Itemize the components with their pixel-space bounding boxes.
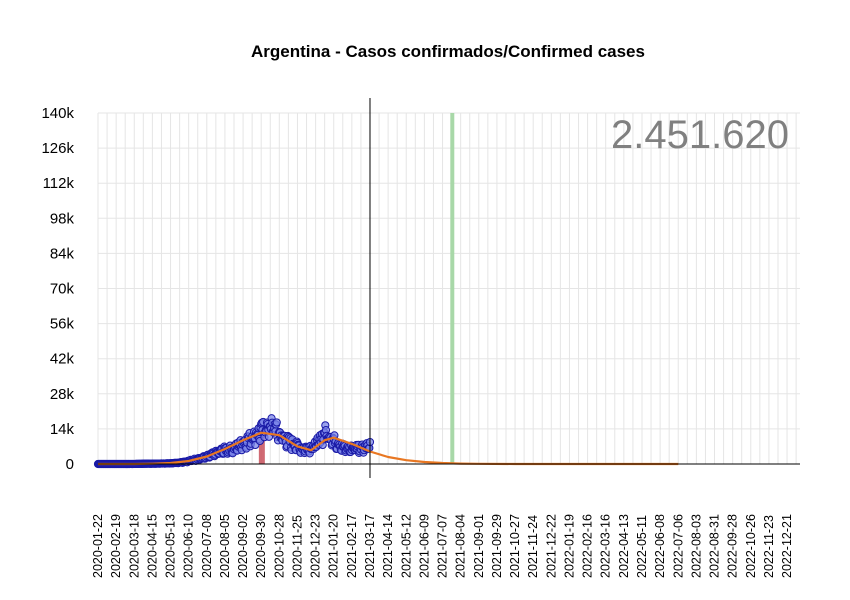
x-tick-label: 2020-02-19 <box>109 514 123 578</box>
x-tick-label: 2020-04-15 <box>145 514 159 578</box>
x-tick-label: 2022-08-03 <box>689 514 703 578</box>
x-tick-label: 2022-06-08 <box>653 514 667 578</box>
y-tick-label: 28k <box>50 386 75 403</box>
case-point <box>272 418 281 427</box>
x-tick-label: 2022-08-31 <box>708 514 722 578</box>
x-tick-label: 2020-09-30 <box>254 514 268 578</box>
x-tick-label: 2021-09-29 <box>490 514 504 578</box>
axes <box>98 98 800 478</box>
x-tick-label: 2022-02-16 <box>581 514 595 578</box>
x-tick-label: 2021-01-20 <box>327 514 341 578</box>
x-tick-label: 2021-05-12 <box>399 514 413 578</box>
x-tick-label: 2022-01-19 <box>562 514 576 578</box>
y-tick-label: 126k <box>41 140 74 157</box>
x-tick-label: 2020-06-10 <box>182 514 196 578</box>
y-tick-label: 84k <box>50 245 75 262</box>
x-tick-label: 2020-11-25 <box>290 515 304 578</box>
highlight-band <box>450 113 455 464</box>
y-tick-label: 0 <box>66 456 74 473</box>
x-tick-label: 2022-04-13 <box>617 514 631 578</box>
x-tick-label: 2021-02-17 <box>345 514 359 578</box>
x-tick-label: 2021-07-07 <box>436 514 450 578</box>
total-cases-label: 2.451.620 <box>611 113 789 157</box>
x-tick-label: 2021-11-24 <box>526 515 540 578</box>
x-tick-label: 2022-10-26 <box>744 514 758 578</box>
x-tick-label: 2020-09-02 <box>236 514 250 578</box>
y-tick-label: 56k <box>50 316 75 333</box>
x-tick-label: 2020-03-18 <box>127 514 141 578</box>
x-tick-label: 2021-12-22 <box>544 514 558 578</box>
y-tick-label: 70k <box>50 281 75 298</box>
x-tick-label: 2021-03-17 <box>363 514 377 578</box>
x-tick-label: 2021-09-01 <box>472 514 486 578</box>
x-tick-label: 2022-12-21 <box>780 514 794 578</box>
y-tick-label: 98k <box>50 210 75 227</box>
x-tick-label: 2021-10-27 <box>508 514 522 578</box>
x-tick-label: 2020-01-22 <box>91 514 105 578</box>
x-tick-label: 2022-07-06 <box>671 514 685 578</box>
y-tick-label: 112k <box>43 175 75 192</box>
x-tick-label: 2021-04-14 <box>381 514 395 578</box>
y-tick-labels: 0 14k 28k 42k 56k 70k 84k 98k 112k 126k 140k <box>41 105 74 473</box>
x-tick-label: 2020-12-23 <box>309 514 323 578</box>
x-tick-label: 2020-05-13 <box>164 514 178 578</box>
highlight-bar <box>258 433 265 464</box>
highlight-bar-group <box>258 433 265 464</box>
y-tick-label: 140k <box>41 105 74 122</box>
x-tick-labels: 2020-01-22 2020-02-19 2020-03-18 2020-04-15… <box>91 514 794 578</box>
x-tick-label: 2021-06-09 <box>417 514 431 578</box>
chart-title: Argentina - Casos confirmados/Confirmed … <box>251 42 645 61</box>
x-tick-label: 2021-08-04 <box>454 514 468 578</box>
x-tick-label: 2022-05-11 <box>635 515 649 578</box>
y-tick-label: 42k <box>50 351 75 368</box>
x-tick-label: 2022-03-16 <box>599 514 613 578</box>
x-tick-label: 2020-10-28 <box>272 514 286 578</box>
x-tick-label: 2020-08-05 <box>218 514 232 578</box>
grid <box>97 112 800 465</box>
x-tick-label: 2020-07-08 <box>200 514 214 578</box>
highlight-band-rect <box>450 113 455 464</box>
y-tick-label: 14k <box>50 421 75 438</box>
x-tick-label: 2022-11-23 <box>762 515 776 578</box>
x-tick-label: 2022-09-28 <box>726 514 740 578</box>
